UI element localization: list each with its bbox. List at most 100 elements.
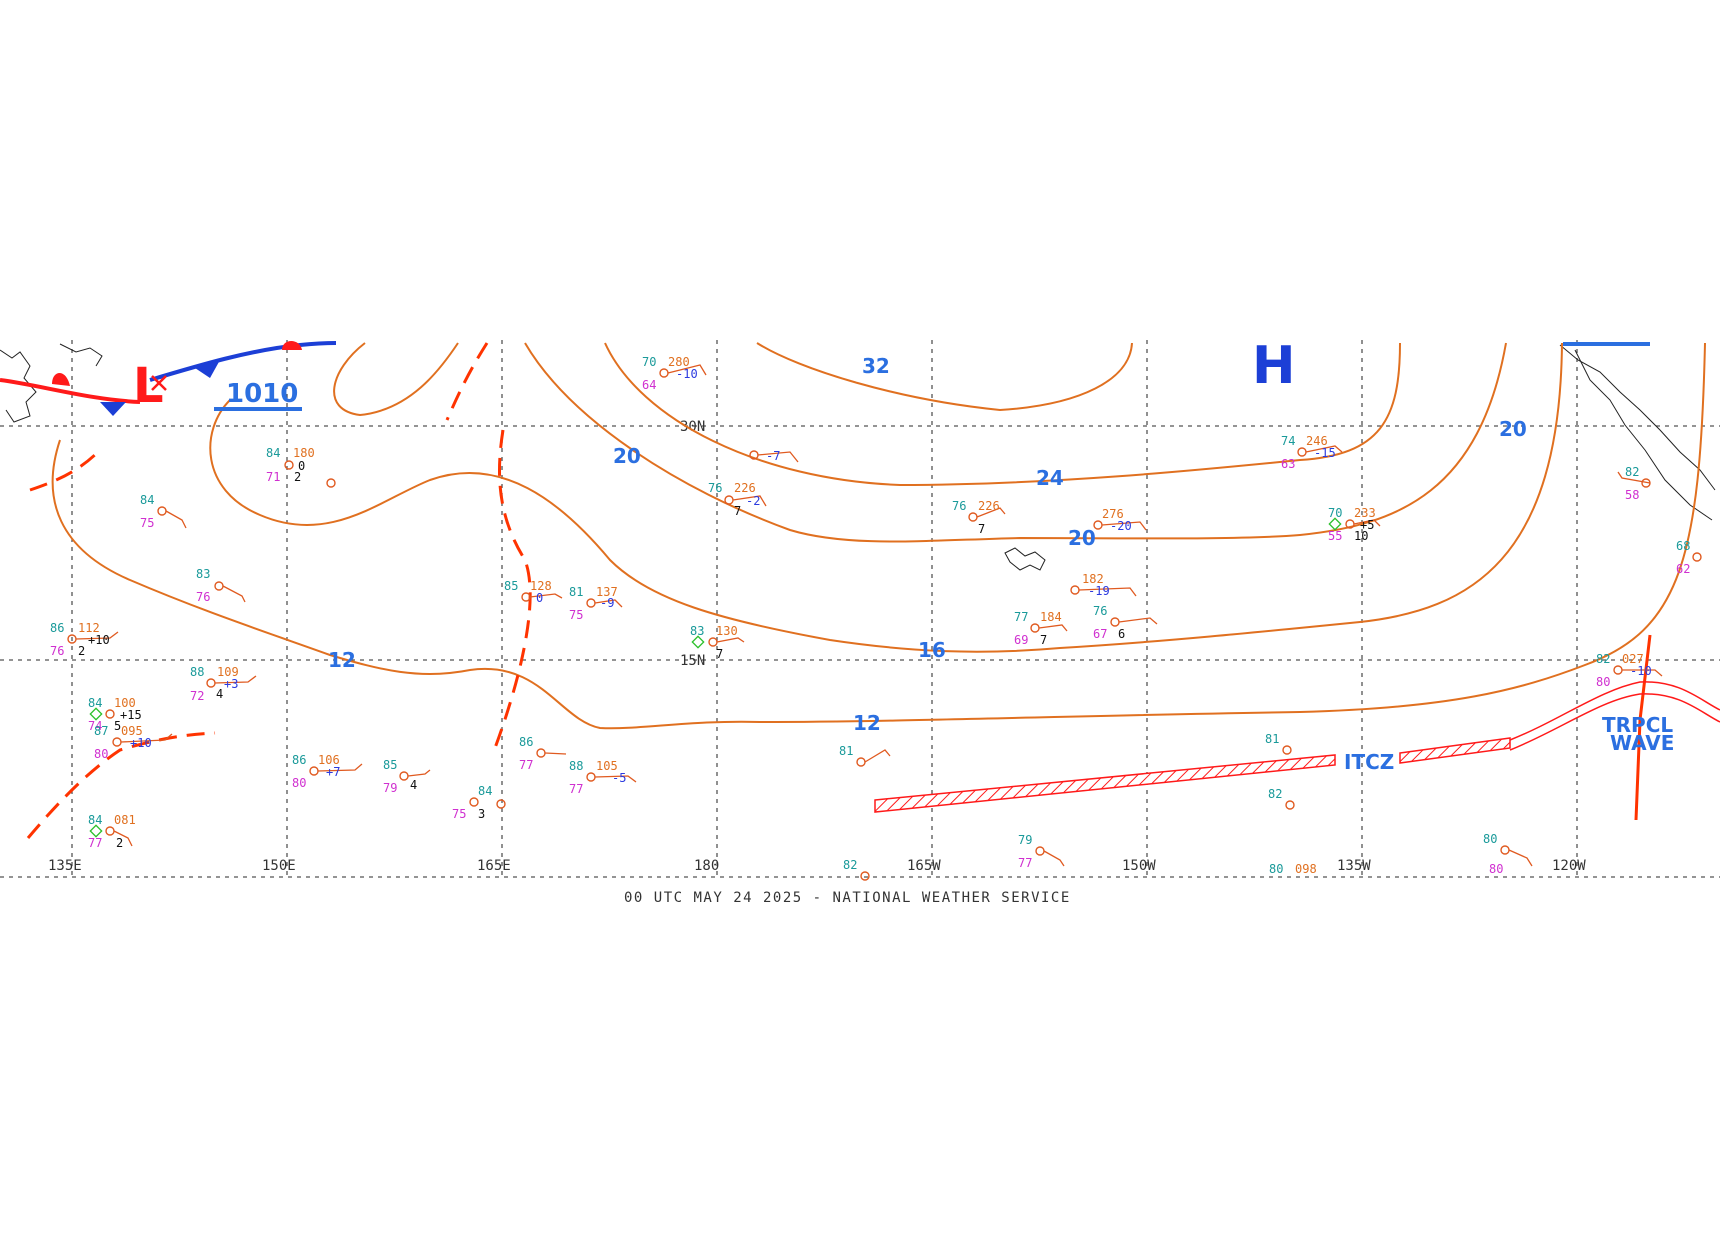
trough-west-north [29,448,102,492]
itcz-band-west [874,754,1336,813]
station-diamond-icon [89,824,103,838]
isobar-16 [209,342,1563,653]
low-pressure-center: L [133,358,164,414]
station-tendency: 0 [536,591,543,605]
wind-barb-icon [594,599,623,608]
lon-label-135e: 135E [48,858,82,874]
station-circle-icon [1285,800,1295,810]
wind-barb-icon [976,507,1006,518]
station-plot: 70 280 64 -10 [642,355,707,392]
station-circle-icon [1613,665,1623,675]
station-extra: 7 [1040,633,1047,647]
latitude-labels: 30N 15N [680,419,705,669]
station-dewpoint: 74 [88,719,102,733]
station-temp: 70 [1328,506,1342,520]
station-circle-icon [856,757,866,767]
tropical-wave-label-line2: WAVE [1610,731,1674,755]
station-tendency: +5 [1360,518,1374,532]
station-tendency: -5 [612,771,626,785]
station-temp: 70 [642,355,656,369]
wind-barb-icon [529,593,563,599]
station-plot: -7 [749,449,799,463]
station-pressure: 112 [78,621,100,635]
station-dewpoint: 76 [196,590,210,604]
station-temp: 84 [266,446,280,460]
isobar-labels: 32 24 20 20 20 16 12 12 [328,354,1527,735]
station-pressure: 081 [114,813,136,827]
station-plot: 82 027 80 -10 [1596,652,1663,689]
station-tendency: -19 [1088,584,1110,598]
station-temp: 84 [140,493,154,507]
isobar-12 [51,342,1706,730]
station-extra: 7 [978,522,985,536]
station-temp: 74 [1281,434,1295,448]
station-pressure: 105 [596,759,618,773]
wind-barb-icon [757,451,799,463]
baja-coast [1559,344,1716,491]
itcz-band-edge-2 [1509,693,1720,751]
station-plot: 76 226 7 [952,499,1006,536]
station-pressure: 226 [978,499,1000,513]
station-circle-icon [1030,623,1040,633]
station-dewpoint: 63 [1281,457,1295,471]
station-temp: 81 [1265,732,1279,746]
isobars [51,342,1706,730]
lat-label-30n: 30N [680,419,705,435]
station-extra: 2 [116,836,123,850]
station-extra: 2 [78,644,85,658]
tropical-wave-axis [1634,634,1652,821]
station-extra: 7 [716,647,723,661]
station-pressure: 280 [668,355,690,369]
station-extra: 4 [216,687,223,701]
cold-front-triangle-2 [195,360,220,378]
station-temp: 84 [88,696,102,710]
station-plot: 76 226 -2 7 [708,481,767,518]
wind-barb-icon [165,510,187,529]
wind-barb-icon [716,637,745,643]
station-plot: 70 233 55 +5 10 [1328,506,1381,543]
station-plot: 68 62 [1676,539,1702,576]
station-circle-icon [206,678,216,688]
station-pressure: 106 [318,753,340,767]
station-pressure: 180 [293,446,315,460]
station-plot: 81 [1265,732,1292,755]
trough-165e [493,429,532,749]
high-pressure-center: H [1252,336,1296,396]
station-dewpoint: 75 [140,516,154,530]
station-dewpoint: 72 [190,689,204,703]
station-plot: 84 081 77 2 [88,813,136,850]
station-plot: 88 109 72 +3 4 [190,665,257,703]
station-circle-icon [496,799,506,809]
station-dewpoint: 79 [383,781,397,795]
station-circle-icon [1035,846,1045,856]
station-pressure: 233 [1354,506,1376,520]
station-temp: 77 [1014,610,1028,624]
station-tendency: -15 [1314,446,1336,460]
station-tendency: -2 [746,494,760,508]
chart-footer-title: 00 UTC MAY 24 2025 - NATIONAL WEATHER SE… [624,890,1071,906]
station-extra: 2 [294,470,301,484]
lat-lon-grid [0,340,1720,878]
station-pressure: 095 [121,724,143,738]
station-pressure: 109 [217,665,239,679]
station-plot: 85 128 0 [504,579,563,605]
station-plot: 76 67 6 [1093,604,1158,641]
station-circle-icon [860,871,870,881]
station-extra: 5 [114,719,121,733]
wind-barb-icon [75,631,119,640]
station-temp: 85 [383,758,397,772]
low-center-x-icon [151,375,167,391]
station-temp: 83 [196,567,210,581]
front [0,341,337,416]
station-pressure: 276 [1102,507,1124,521]
isobar-20-small [333,342,459,417]
station-dewpoint: 64 [642,378,656,392]
station-temp: 76 [952,499,966,513]
warm-front-semicircle-2 [282,341,302,350]
station-plot: 79 77 [1018,833,1065,870]
station-tendency: +7 [326,765,340,779]
station-diamond-icon [1328,517,1342,531]
wind-barb-icon [317,763,363,772]
station-circle-icon [309,766,319,776]
